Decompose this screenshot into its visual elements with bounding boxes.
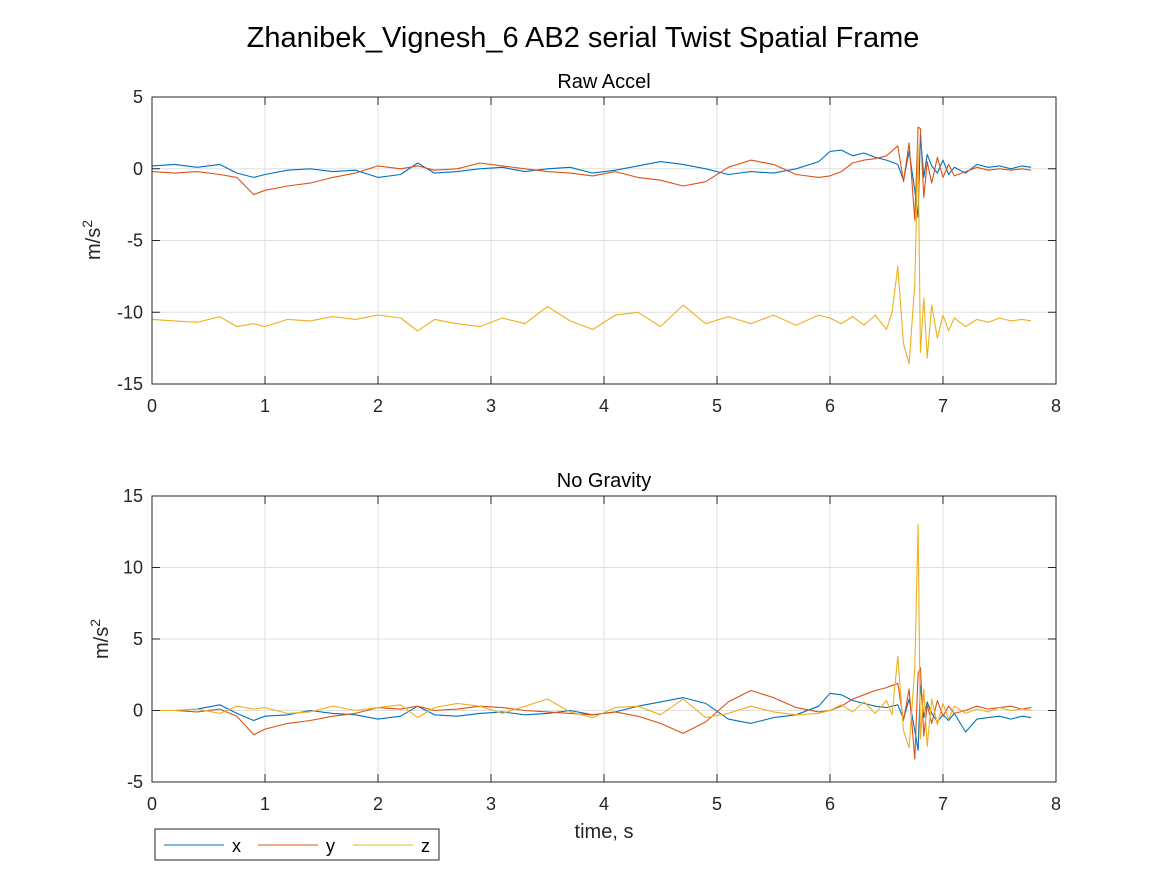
x-tick-label: 1 xyxy=(260,396,270,416)
series-line-z xyxy=(152,524,1032,749)
y-tick-label: -10 xyxy=(117,302,143,322)
x-tick-label: 6 xyxy=(825,794,835,814)
y-tick-label: 10 xyxy=(123,558,143,578)
series-line-y xyxy=(152,667,1032,760)
axes-title-raw-accel: Raw Accel xyxy=(557,71,650,93)
y-tick-label: 0 xyxy=(133,159,143,179)
x-tick-label: 5 xyxy=(712,396,722,416)
x-tick-label: 5 xyxy=(712,794,722,814)
legend: x y z xyxy=(154,828,440,861)
y-tick-label: 5 xyxy=(133,87,143,107)
axes-raw-accel: Raw Accel 0 1 2 3 4 5 6 7 8-15-10-505 m/s2 xyxy=(79,71,1061,416)
x-tick-label: 3 xyxy=(486,794,496,814)
y-tick-label: 5 xyxy=(133,629,143,649)
x-tick-label: 6 xyxy=(825,396,835,416)
x-tick-label: 3 xyxy=(486,396,496,416)
x-tick-label: 7 xyxy=(938,396,948,416)
series-line-z xyxy=(151,143,1032,365)
y-tick-label: -15 xyxy=(117,374,143,394)
x-tick-label: 4 xyxy=(599,794,609,814)
x-tick-label: 2 xyxy=(373,794,383,814)
x-tick-label: 7 xyxy=(938,794,948,814)
x-tick-label: 0 xyxy=(147,794,157,814)
y-tick-label: -5 xyxy=(127,772,143,792)
x-tick-label: 8 xyxy=(1051,794,1061,814)
x-tick-label: 4 xyxy=(599,396,609,416)
x-tick-label: 0 xyxy=(147,396,157,416)
x-axis-label: time, s xyxy=(575,821,634,843)
legend-label-x: x xyxy=(232,836,241,856)
y-tick-label: -5 xyxy=(127,231,143,251)
legend-label-y: y xyxy=(326,836,335,856)
y-tick-label: 15 xyxy=(123,486,143,506)
series-line-y xyxy=(151,126,1032,221)
axes-title-no-gravity: No Gravity xyxy=(557,470,651,492)
x-tick-label: 1 xyxy=(260,794,270,814)
legend-label-z: z xyxy=(421,836,430,856)
figure-title: Zhanibek_Vignesh_6 AB2 serial Twist Spat… xyxy=(247,22,920,54)
x-tick-label: 2 xyxy=(373,396,383,416)
series-line-x xyxy=(152,684,1032,752)
x-tick-label: 8 xyxy=(1051,396,1061,416)
y-tick-label: 0 xyxy=(133,701,143,721)
